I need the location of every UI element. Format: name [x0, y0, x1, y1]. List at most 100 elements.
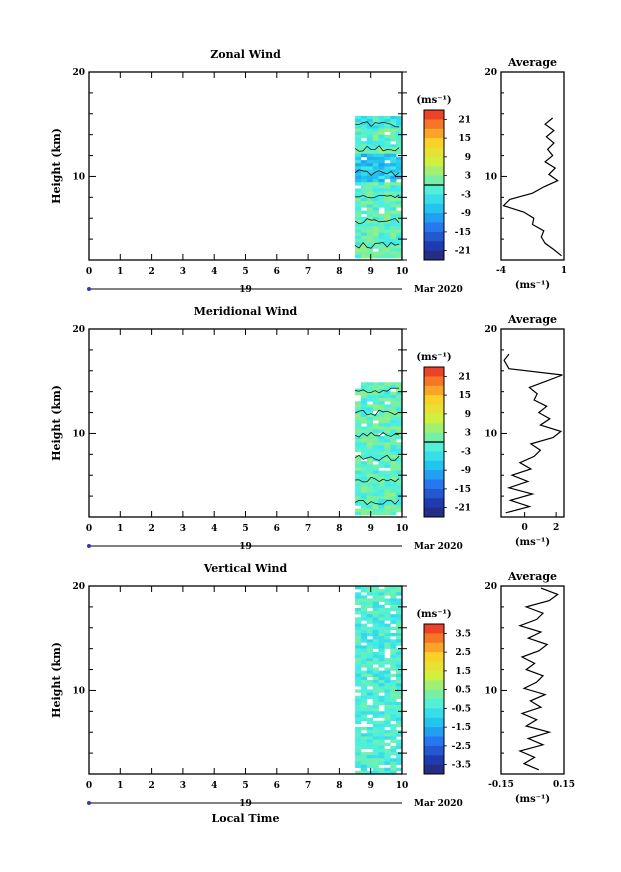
- colorbar-label: -9: [461, 209, 471, 219]
- colorbar-label: 9: [465, 410, 471, 420]
- heatmap-cell: [355, 742, 362, 747]
- heatmap-cell: [390, 654, 397, 659]
- heatmap-cell: [384, 658, 391, 662]
- heatmap-cell: [366, 398, 373, 402]
- heatmap-cell: [360, 115, 368, 120]
- heatmap-cell: [384, 473, 391, 478]
- heatmap-cell: [360, 633, 368, 637]
- heatmap-cell: [378, 748, 385, 753]
- heatmap-cell: [384, 201, 391, 205]
- heatmap-cell: [366, 592, 373, 596]
- heatmap-cell: [378, 382, 385, 386]
- average-y-tick-label: 20: [484, 325, 497, 335]
- heatmap-cell: [384, 407, 391, 411]
- heatmap-cell: [360, 128, 368, 132]
- average-profile: Average 10 20 -0.15 0.15(ms⁻¹): [484, 570, 574, 805]
- heatmap-cell: [384, 115, 391, 120]
- heatmap-cell: [366, 770, 373, 775]
- heatmap-cell: [360, 144, 368, 148]
- heatmap-cell: [378, 413, 385, 418]
- heatmap-cell: [390, 642, 397, 646]
- heatmap-cell: [384, 423, 391, 427]
- average-frame: [500, 71, 565, 261]
- heatmap-cell: [390, 134, 397, 139]
- heatmap-cell: [366, 629, 373, 634]
- colorbar-swatch: [424, 128, 444, 139]
- heatmap-cell: [360, 404, 368, 408]
- heatmap-cell: [372, 439, 379, 443]
- heatmap-cell: [372, 128, 379, 132]
- heatmap-cell: [396, 480, 403, 484]
- heatmap-cell: [366, 745, 373, 750]
- heatmap-cell: [372, 486, 379, 490]
- heatmap-cell: [360, 636, 368, 640]
- heatmap-cell: [360, 122, 368, 126]
- heatmap-cell: [372, 464, 379, 468]
- heatmap-cell: [372, 658, 379, 662]
- heatmap-cell: [360, 508, 368, 513]
- heatmap-cell: [396, 489, 403, 494]
- heatmap-cell: [396, 617, 403, 621]
- heatmap-cell: [372, 220, 379, 224]
- heatmap-cell: [390, 633, 397, 637]
- heatmap-cell: [372, 767, 379, 772]
- heatmap-cell: [378, 163, 385, 167]
- heatmap-cell: [372, 639, 379, 643]
- average-title: Average: [507, 570, 557, 583]
- colorbar-swatch: [424, 745, 444, 756]
- heatmap-cell: [378, 695, 385, 700]
- heatmap-cell: [372, 723, 379, 728]
- heatmap-cell: [366, 229, 373, 233]
- heatmap-cell: [390, 429, 397, 434]
- heatmap-cell: [384, 670, 391, 674]
- heatmap-cell: [390, 423, 397, 427]
- heatmap-cell: [372, 448, 379, 453]
- panel-title: Vertical Wind: [203, 562, 288, 575]
- heatmap-cell: [372, 708, 379, 712]
- heatmap-cell: [355, 210, 362, 215]
- heatmap-cell: [396, 131, 403, 136]
- heatmap-cell: [384, 748, 391, 753]
- heatmap-cell: [396, 664, 403, 668]
- heatmap-cell: [360, 670, 368, 674]
- heatmap-cell: [378, 194, 385, 199]
- heatmap-cell: [355, 586, 362, 590]
- heatmap-cell: [396, 235, 403, 240]
- heatmap-cell: [378, 125, 385, 129]
- heatmap-cell: [360, 686, 368, 690]
- heatmap-cell: [384, 141, 391, 145]
- heatmap-cell: [355, 442, 362, 446]
- contour-line: [354, 169, 400, 177]
- heatmap-cell: [396, 680, 403, 684]
- heatmap-cell: [384, 607, 391, 612]
- heatmap-cell: [366, 185, 373, 189]
- heatmap-cell: [360, 439, 368, 443]
- heatmap-cell: [355, 197, 362, 202]
- heatmap-cell: [366, 505, 373, 509]
- heatmap-cell: [360, 645, 368, 649]
- heatmap-cell: [390, 248, 397, 252]
- heatmap-cell: [378, 119, 385, 123]
- heatmap-cell: [355, 511, 362, 516]
- heatmap-cell: [366, 391, 373, 396]
- heatmap-cell: [378, 426, 385, 430]
- heatmap-cell: [366, 223, 373, 227]
- heatmap-cell: [384, 417, 391, 421]
- heatmap-cell: [372, 489, 379, 494]
- heatmap-cell: [390, 698, 397, 703]
- heatmap-cell: [366, 201, 373, 205]
- heatmap-cell: [360, 623, 368, 627]
- heatmap-cell: [355, 670, 362, 674]
- heatmap-cell: [396, 163, 403, 167]
- heatmap-cell: [384, 511, 391, 516]
- heatmap-cell: [384, 720, 391, 725]
- heatmap-cell: [378, 407, 385, 411]
- colorbar-swatch: [424, 624, 444, 634]
- heatmap-cell: [372, 733, 379, 737]
- heatmap-cells: [355, 586, 403, 775]
- heatmap-cell: [384, 138, 391, 142]
- date-month-label: Mar 2020: [414, 799, 463, 809]
- heatmap-cell: [355, 147, 362, 151]
- heatmap-cell: [378, 216, 385, 221]
